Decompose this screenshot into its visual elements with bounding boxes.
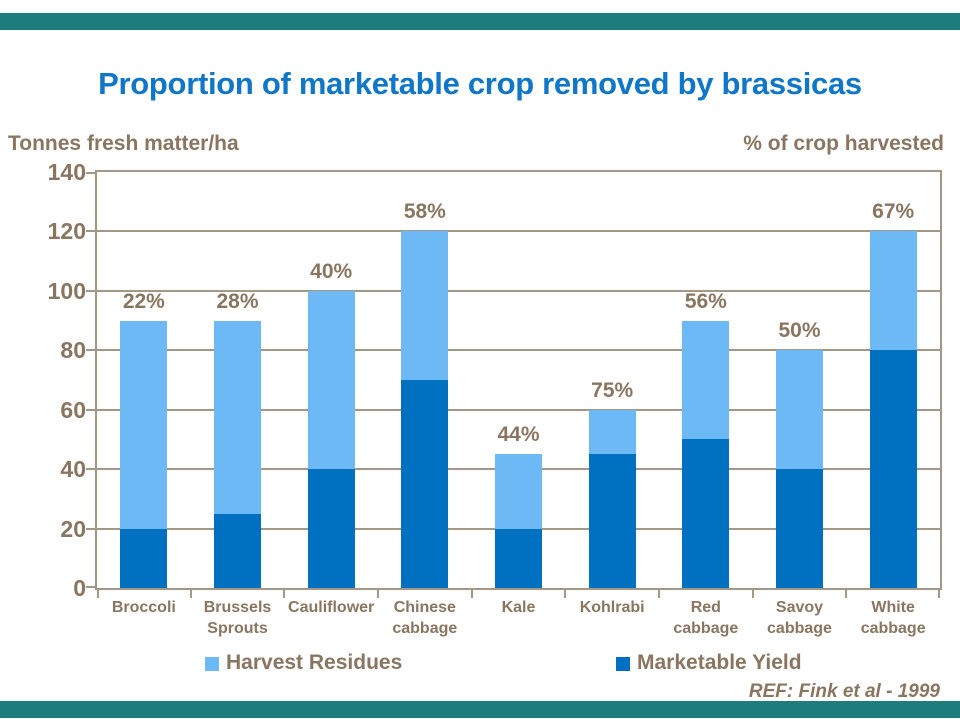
category-label-6: Red cabbage [651,597,761,639]
x-tick-5 [564,590,567,598]
bar-segment-harvest-residues-6 [682,320,730,440]
reference-text: REF: Fink et al - 1999 [748,681,940,702]
x-tick-8 [845,590,848,598]
legend-swatch-harvest-residues [205,657,219,671]
bar-segment-harvest-residues-7 [776,350,823,470]
bottom-teal-rule [0,701,960,718]
y-axis-caption-left: Tonnes fresh matter/ha [8,132,239,155]
category-label-line: Red [690,599,721,616]
category-label-line: Kale [501,599,536,616]
category-label-line: Kohlrabi [579,599,645,616]
category-label-1: Brussels Sprouts [183,597,293,639]
bar-percent-label-4: 44% [497,423,540,447]
category-label-8: White cabbage [838,597,948,639]
x-tick-2 [283,590,286,598]
y-tick-80 [86,349,95,352]
bar-percent-label-2: 40% [310,259,353,283]
page-title: Proportion of marketable crop removed by… [98,66,862,101]
legend-swatch-marketable-yield [616,657,630,671]
bar-segment-harvest-residues-1 [214,320,261,514]
bar-segment-marketable-yield-5 [588,454,636,588]
bar-segment-harvest-residues-3 [401,231,449,380]
bar-segment-marketable-yield-0 [120,528,168,588]
gridline-100 [97,289,940,292]
bar-segment-marketable-yield-7 [776,469,823,588]
y-tick-label-40: 40 [60,456,86,483]
bar-segment-harvest-residues-5 [588,409,636,455]
category-axis-labels: Broccoli Brussels Sprouts Cauliflower Chines… [97,597,940,649]
y-tick-label-140: 140 [47,159,86,185]
bar-percent-label-3: 58% [403,200,446,224]
y-tick-label-120: 120 [47,218,86,245]
category-label-line: cabbage [860,620,926,637]
category-label-line: White [871,599,915,616]
bar-segment-harvest-residues-2 [307,290,355,470]
category-label-line: Sprouts [207,620,268,637]
legend-label-marketable-yield: Marketable Yield [637,651,802,674]
y-tick-60 [86,408,95,411]
bar-percent-label-1: 28% [216,289,259,313]
bar-segment-marketable-yield-4 [495,528,542,588]
gridline-60 [97,408,940,411]
bar-percent-label-5: 75% [591,378,634,402]
category-label-line: Brussels [203,599,272,616]
legend-item-harvest-residues: Harvest Residues [205,651,402,675]
category-label-line: Chinese [393,599,456,616]
category-label-line: cabbage [673,620,739,637]
category-label-4: Kale [464,597,574,618]
category-label-line: Savoy [775,599,824,616]
category-label-3: Chinese cabbage [370,597,480,639]
category-label-2: Cauliflower [276,597,386,618]
bar-segment-marketable-yield-8 [869,350,917,588]
y-tick-label-100: 100 [47,277,86,304]
bar-segment-marketable-yield-6 [682,439,730,588]
y-tick-label-20: 20 [60,515,86,542]
category-label-line: Broccoli [111,599,176,616]
y-tick-label-0: 0 [73,575,86,601]
legend-label-harvest-residues: Harvest Residues [226,651,403,674]
y-tick-120 [86,230,95,233]
bar-segment-harvest-residues-4 [495,454,542,529]
x-tick-6 [658,590,660,598]
plot-area: 22% 28% 40% 58% 44% 75% 56% 50% 67% [86,170,942,598]
category-label-line: cabbage [767,620,832,637]
bar-percent-label-8: 67% [872,200,915,224]
y-tick-100 [86,289,95,292]
y-axis-caption-right: % of crop harvested [743,132,944,155]
x-tick-7 [751,590,754,598]
category-label-0: Broccoli [89,597,199,618]
bar-segment-marketable-yield-1 [214,513,261,588]
gridline-120 [97,230,940,233]
y-tick-0 [86,586,95,588]
bar-segment-harvest-residues-8 [869,231,917,351]
x-tick-0 [97,590,99,598]
y-tick-140 [86,172,95,174]
x-tick-3 [377,590,379,598]
y-tick-40 [86,468,95,471]
legend-item-marketable-yield: Marketable Yield [616,651,802,675]
y-tick-label-60: 60 [60,396,86,423]
top-teal-rule [0,13,960,30]
bar-percent-label-6: 56% [684,289,727,313]
category-label-line: Cauliflower [288,599,375,616]
x-tick-1 [189,590,192,598]
category-label-7: Savoy cabbage [745,597,855,639]
x-tick-9 [938,590,940,598]
category-label-line: cabbage [392,620,458,637]
bar-segment-harvest-residues-0 [120,320,168,529]
x-tick-4 [470,590,473,598]
y-tick-20 [86,527,95,530]
gridline-80 [97,349,940,352]
y-tick-label-80: 80 [60,337,86,364]
bar-percent-label-7: 50% [778,319,821,343]
category-label-5: Kohlrabi [557,597,667,618]
bar-segment-marketable-yield-3 [401,380,449,588]
bar-percent-label-0: 22% [122,289,165,313]
bar-segment-marketable-yield-2 [307,469,355,588]
